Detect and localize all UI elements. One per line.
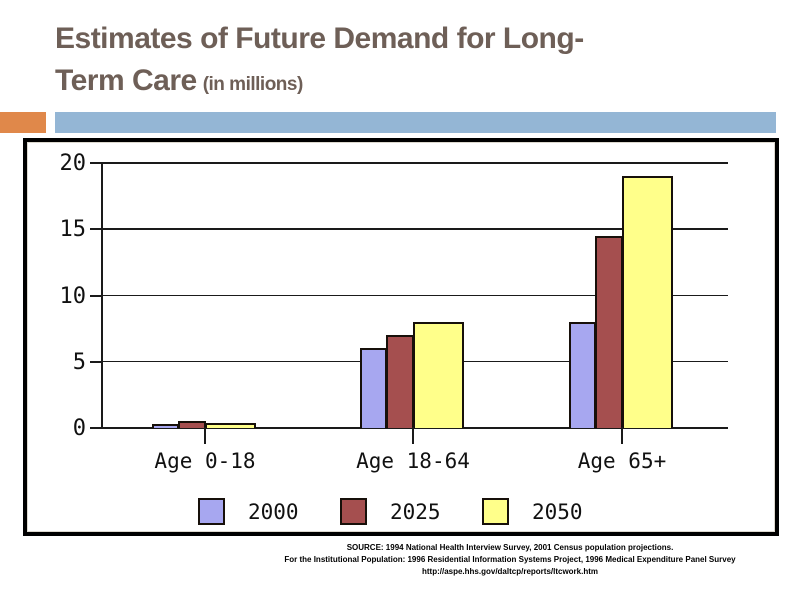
bar-2000-age-65- — [569, 322, 596, 428]
legend-label-2000: 2000 — [248, 500, 299, 524]
slide-title-line2: Term Care (in millions) — [55, 60, 775, 106]
y-tick — [90, 228, 102, 231]
y-tick-label: 10 — [59, 283, 87, 309]
slide-title-line1: Estimates of Future Demand for Long- — [55, 22, 584, 55]
y-tick — [90, 360, 102, 363]
bar-2050-age-18-64 — [413, 322, 464, 428]
accent-bar-blue — [55, 112, 776, 133]
gridline — [102, 228, 728, 230]
bar-2050-age-0-18 — [205, 423, 256, 428]
gridline — [102, 294, 728, 296]
x-axis-line — [90, 427, 728, 429]
category-label: Age 65+ — [577, 449, 667, 473]
category-tick — [621, 427, 623, 444]
source-note: SOURCE: 1994 National Health Interview S… — [180, 542, 800, 578]
category-tick — [412, 427, 414, 444]
bar-2025-age-65- — [595, 236, 623, 428]
bar-2000-age-18-64 — [360, 348, 387, 428]
y-tick-label: 0 — [72, 416, 86, 441]
y-tick — [90, 162, 102, 164]
y-tick — [90, 294, 102, 297]
y-axis-line — [101, 163, 103, 428]
legend-label-2050: 2050 — [532, 500, 583, 524]
y-tick-label: 15 — [59, 217, 87, 243]
bar-2050-age-65- — [622, 176, 673, 428]
gridline — [102, 162, 728, 164]
chart-area: 0 5 10 15 20 Age 0-18 Age 18-64 Age 65+ 2000 2025… — [23, 138, 779, 536]
bar-chart: 0 5 10 15 20 Age 0-18 Age 18-64 Age 65+ 2000 2025… — [27, 142, 775, 532]
legend-swatch-2000 — [198, 498, 225, 525]
accent-square-orange — [0, 112, 46, 133]
legend-swatch-2050 — [482, 498, 509, 525]
bar-2000-age-0-18 — [152, 424, 179, 428]
slide-title-line2-text: Term Care — [55, 64, 197, 97]
legend-label-2025: 2025 — [390, 500, 441, 524]
bar-2025-age-0-18 — [178, 421, 206, 428]
category-label: Age 0-18 — [154, 449, 256, 473]
category-label: Age 18-64 — [356, 449, 470, 473]
legend-swatch-2025 — [340, 498, 367, 525]
source-line-1: SOURCE: 1994 National Health Interview S… — [346, 543, 674, 552]
y-tick-label: 5 — [72, 349, 86, 375]
bar-2025-age-18-64 — [386, 335, 414, 428]
slide-title: Estimates of Future Demand for Long- Ter… — [55, 18, 775, 106]
y-tick-label: 20 — [59, 151, 87, 176]
category-tick — [204, 427, 206, 444]
slide-title-units: (in millions) — [202, 74, 304, 95]
source-line-2: For the Institutional Population: 1996 R… — [284, 555, 736, 564]
source-line-3: http://aspe.hhs.gov/daltcp/reports/ltcwo… — [421, 567, 599, 576]
